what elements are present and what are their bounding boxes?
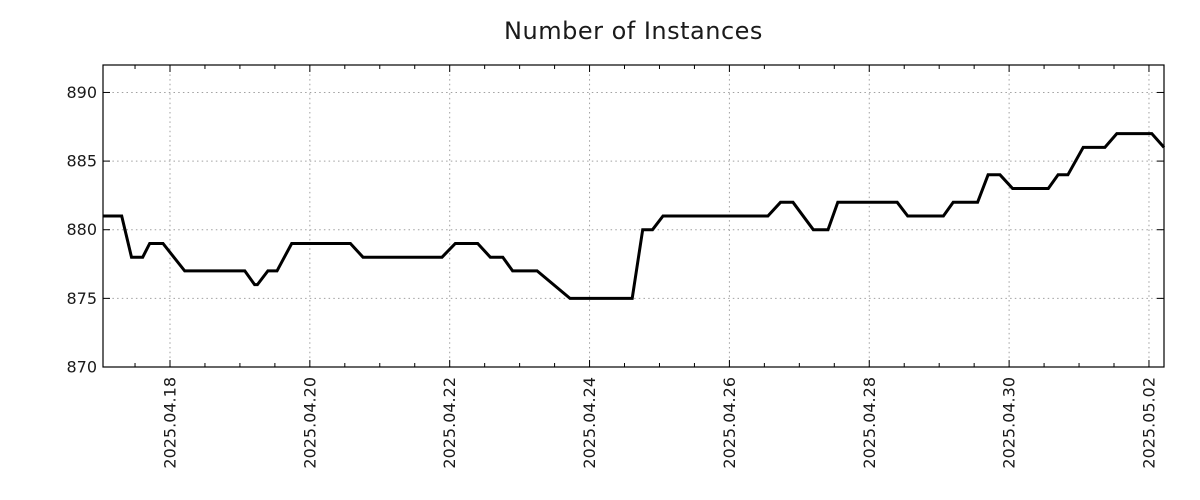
axis-ticks [103, 65, 1164, 368]
chart-title: Number of Instances [504, 17, 763, 45]
y-tick-label: 890 [66, 83, 97, 102]
y-tick-labels: 870 875 880 885 890 [66, 83, 97, 377]
x-tick-label: 2025.04.22 [440, 377, 459, 469]
y-tick-label: 880 [66, 220, 97, 239]
y-tick-label: 885 [66, 152, 97, 171]
x-tick-label: 2025.04.20 [300, 377, 319, 469]
x-tick-label: 2025.04.18 [160, 377, 179, 469]
x-tick-label: 2025.04.26 [720, 377, 739, 469]
y-tick-label: 875 [66, 289, 97, 308]
x-tick-label: 2025.05.02 [1139, 377, 1158, 469]
x-tick-label: 2025.04.24 [580, 377, 599, 469]
series-line-instances [103, 132, 1166, 300]
x-tick-label: 2025.04.28 [860, 377, 879, 469]
y-tick-label: 870 [66, 358, 97, 377]
grid-lines [103, 65, 1164, 367]
x-tick-label: 2025.04.30 [1000, 377, 1019, 469]
plot-border [102, 64, 1165, 368]
x-tick-labels: 2025.04.18 2025.04.20 2025.04.22 2025.04.24… [160, 377, 1158, 469]
